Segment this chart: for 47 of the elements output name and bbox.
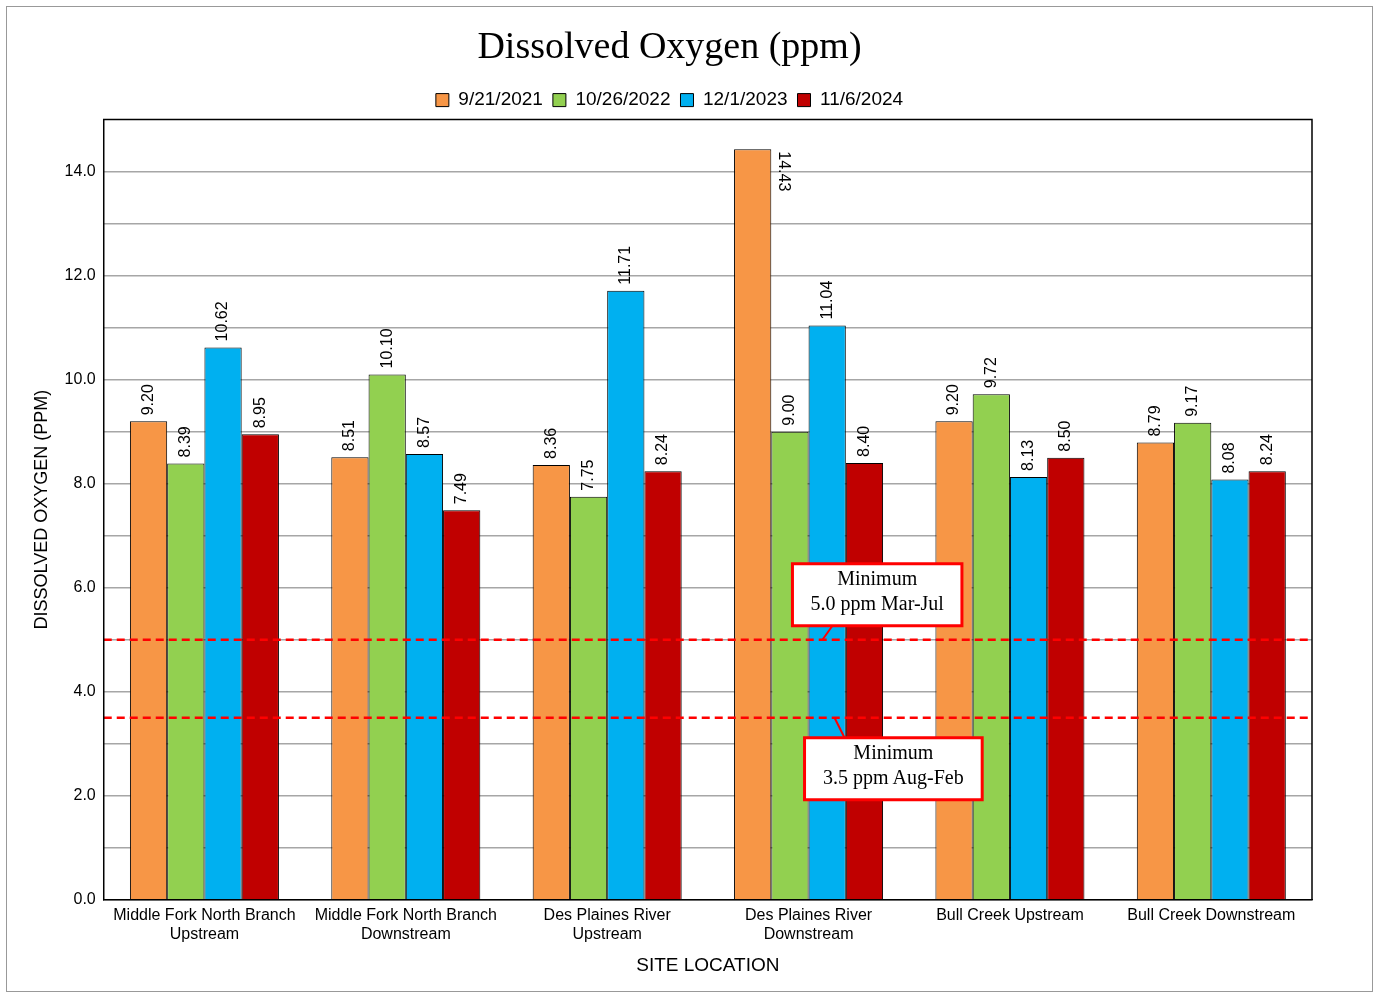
legend-label: 11/6/2024 — [820, 88, 904, 110]
x-tick-label: Middle Fork North Branch Upstream — [113, 905, 296, 943]
x-tick-label: Des Plaines River Upstream — [543, 905, 672, 943]
data-label: 14.43 — [775, 151, 793, 192]
legend-label: 10/26/2022 — [575, 88, 671, 110]
data-label: 8.24 — [1257, 433, 1275, 466]
y-axis-title: DISSOLVED OXYGEN (PPM) — [30, 389, 51, 630]
data-label: 11.71 — [616, 245, 634, 285]
data-label: 8.50 — [1056, 420, 1074, 452]
data-label: 10.10 — [377, 328, 395, 369]
data-label: 8.39 — [176, 426, 194, 458]
data-label: 11.04 — [817, 280, 835, 320]
data-label: 10.62 — [213, 301, 231, 342]
legend-label: 12/1/2023 — [702, 88, 788, 110]
x-axis-title: SITE LOCATION — [636, 953, 780, 975]
y-tick-label: 2.0 — [73, 786, 96, 804]
y-tick-label: 10.0 — [64, 370, 96, 388]
y-tick-label: 14.0 — [64, 162, 96, 180]
data-label: 8.79 — [1145, 405, 1163, 437]
data-label: 9.20 — [944, 384, 962, 416]
y-tick-label: 6.0 — [73, 578, 96, 596]
data-label: 9.20 — [138, 384, 156, 416]
y-tick-label: 12.0 — [64, 266, 96, 284]
data-label: 8.51 — [340, 419, 358, 452]
data-label: 7.75 — [578, 459, 596, 491]
data-label: 8.24 — [653, 433, 671, 466]
data-label: 8.13 — [1018, 439, 1036, 471]
data-label: 8.95 — [250, 397, 268, 429]
data-label: 9.17 — [1183, 385, 1201, 417]
ref-line-label: Minimum 5.0 ppm Mar-Jul — [810, 566, 945, 615]
x-tick-label: Middle Fork North Branch Downstream — [314, 905, 497, 943]
y-tick-label: 4.0 — [73, 682, 96, 700]
data-label: 9.72 — [981, 356, 999, 389]
chart-title: Dissolved Oxygen (ppm) — [477, 23, 862, 67]
y-tick-label: 8.0 — [73, 474, 96, 492]
data-label: 7.49 — [452, 472, 470, 505]
data-label: 8.57 — [414, 416, 432, 449]
x-tick-label: Bull Creek Upstream — [936, 905, 1084, 923]
x-tick-label: Des Plaines River Downstream — [744, 905, 873, 943]
x-tick-label: Bull Creek Downstream — [1127, 905, 1296, 923]
data-label: 8.08 — [1220, 442, 1238, 474]
legend-label: 9/21/2021 — [458, 88, 543, 110]
data-label: 8.36 — [541, 427, 559, 459]
y-tick-label: 0.0 — [73, 890, 96, 908]
data-label: 9.00 — [780, 394, 798, 426]
ref-line-label: Minimum 3.5 ppm Aug-Feb — [823, 741, 964, 789]
data-label: 8.40 — [854, 425, 872, 457]
